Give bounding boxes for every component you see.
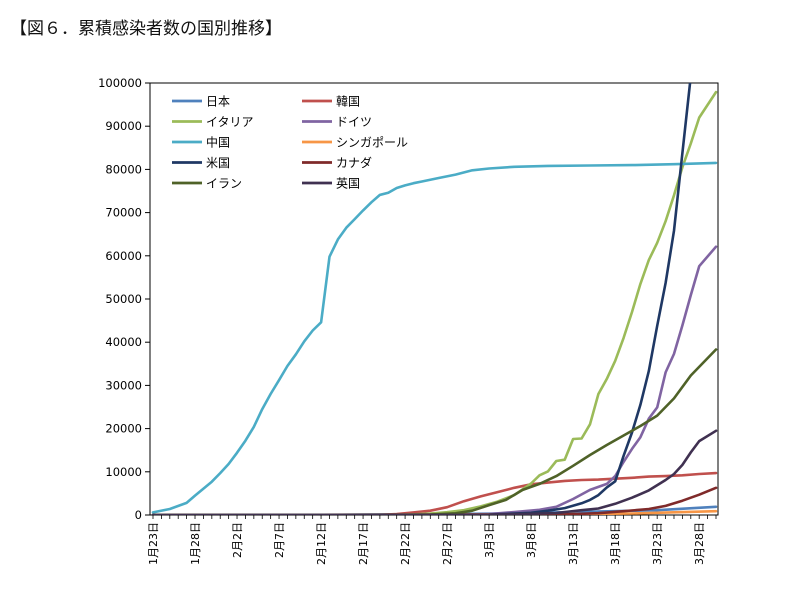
legend-label: 英国 — [336, 177, 360, 191]
plot-frame — [149, 82, 719, 516]
legend-label: カナダ — [336, 155, 372, 170]
legend-label: 中国 — [206, 135, 230, 150]
legend-label: イラン — [206, 177, 242, 191]
y-tick-label: 90000 — [105, 119, 142, 133]
x-tick-label: 3月3日 — [483, 522, 496, 558]
x-tick-label: 2月27日 — [441, 522, 454, 565]
x-tick-label: 3月28日 — [693, 522, 706, 565]
series-line-イタリア — [151, 90, 718, 515]
series-line-英国 — [151, 429, 718, 515]
y-tick-label: 0 — [135, 508, 142, 522]
y-tick-label: 60000 — [105, 249, 142, 263]
x-tick-label: 3月8日 — [525, 522, 538, 558]
x-tick-label: 2月12日 — [315, 522, 328, 565]
legend-label: 韓国 — [336, 95, 360, 109]
legend-label: ドイツ — [336, 115, 372, 129]
series-line-中国 — [151, 161, 718, 514]
figure-title: 【図６．累積感染者数の国別推移】 — [10, 19, 282, 39]
y-tick-label: 100000 — [98, 76, 142, 90]
y-tick-label: 30000 — [105, 378, 142, 392]
x-tick-label: 3月23日 — [651, 522, 664, 565]
x-tick-label: 2月22日 — [399, 522, 412, 565]
legend-label: 米国 — [206, 156, 230, 170]
series-line-韓国 — [151, 471, 718, 515]
y-tick-label: 10000 — [105, 465, 142, 479]
y-tick-label: 40000 — [105, 335, 142, 349]
x-axis-ticks: 1月23日 1月28日 2月2日 2月7日 2月12日 2月17日 2月22日 2月27日 3月… — [147, 515, 717, 565]
y-axis-ticks: 0 10000 20000 30000 40000 50000 60000 70000 8000… — [98, 76, 150, 522]
y-tick-label: 20000 — [105, 422, 142, 436]
series-line-イラン — [151, 348, 718, 515]
x-tick-label: 1月28日 — [189, 522, 202, 565]
x-tick-label: 3月13日 — [567, 522, 580, 565]
x-tick-label: 2月17日 — [357, 522, 370, 565]
series-lines — [151, 83, 718, 515]
series-line-米国 — [151, 83, 692, 515]
legend-label: シンガポール — [336, 136, 408, 150]
axes — [149, 82, 719, 516]
y-tick-label: 70000 — [105, 206, 142, 220]
x-tick-label: 1月23日 — [147, 522, 160, 565]
y-tick-label: 80000 — [105, 162, 142, 176]
legend-label: イタリア — [206, 115, 254, 129]
x-tick-label: 3月18日 — [609, 522, 622, 565]
series-line-ドイツ — [151, 245, 718, 515]
x-tick-label: 2月2日 — [231, 522, 244, 558]
y-tick-label: 50000 — [105, 292, 142, 306]
legend-label: 日本 — [206, 95, 230, 109]
x-tick-label: 2月7日 — [273, 522, 286, 558]
